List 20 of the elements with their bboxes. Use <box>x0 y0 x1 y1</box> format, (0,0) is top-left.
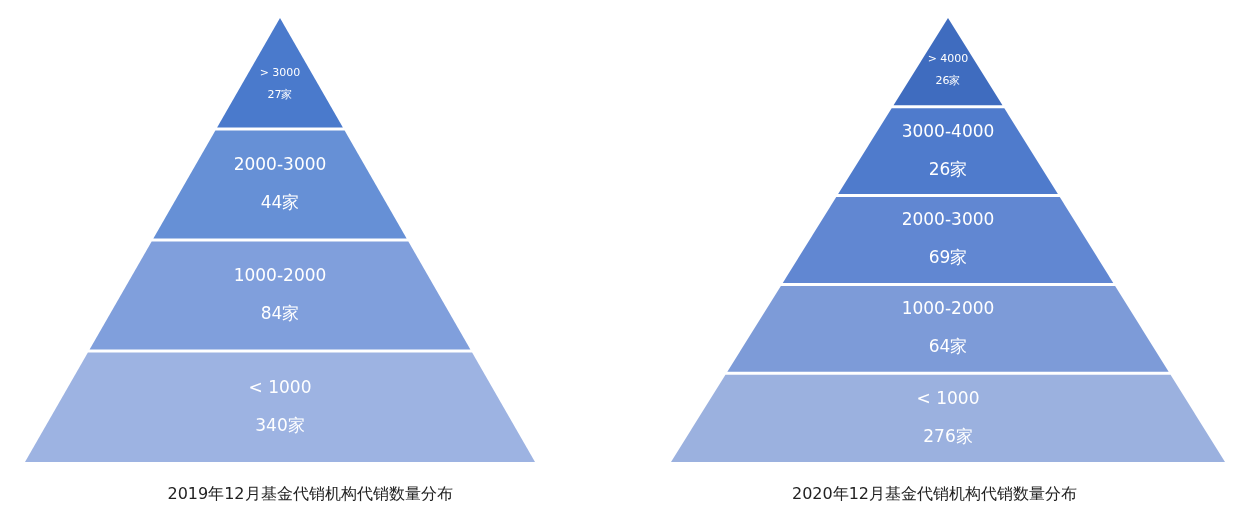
category-label: > 4000 <box>927 52 969 66</box>
text: 2019年12月基金代销机构代销数量分布 <box>167 483 453 503</box>
data-label: 44家 <box>260 191 300 212</box>
data-label: 340家 <box>255 414 305 435</box>
category-label: < 1000 <box>248 376 312 397</box>
category-label: 1000-2000 <box>233 264 327 285</box>
category-label: 2000-3000 <box>901 209 995 230</box>
data-label: 69家 <box>928 247 968 268</box>
data-label: 64家 <box>928 336 968 357</box>
category-label: 3000-4000 <box>901 120 995 141</box>
category-label: > 3000 <box>259 65 301 79</box>
data-label: 26家 <box>928 158 968 179</box>
category-label: < 1000 <box>916 387 980 408</box>
category-label: 2000-3000 <box>233 153 327 174</box>
text: 2020年12月基金代销机构代销数量分布 <box>791 483 1078 503</box>
data-label: 276家 <box>923 425 973 446</box>
data-label: 27家 <box>267 87 293 101</box>
data-label: 84家 <box>260 302 300 323</box>
data-label: 26家 <box>935 74 961 88</box>
category-label: 1000-2000 <box>901 298 995 319</box>
